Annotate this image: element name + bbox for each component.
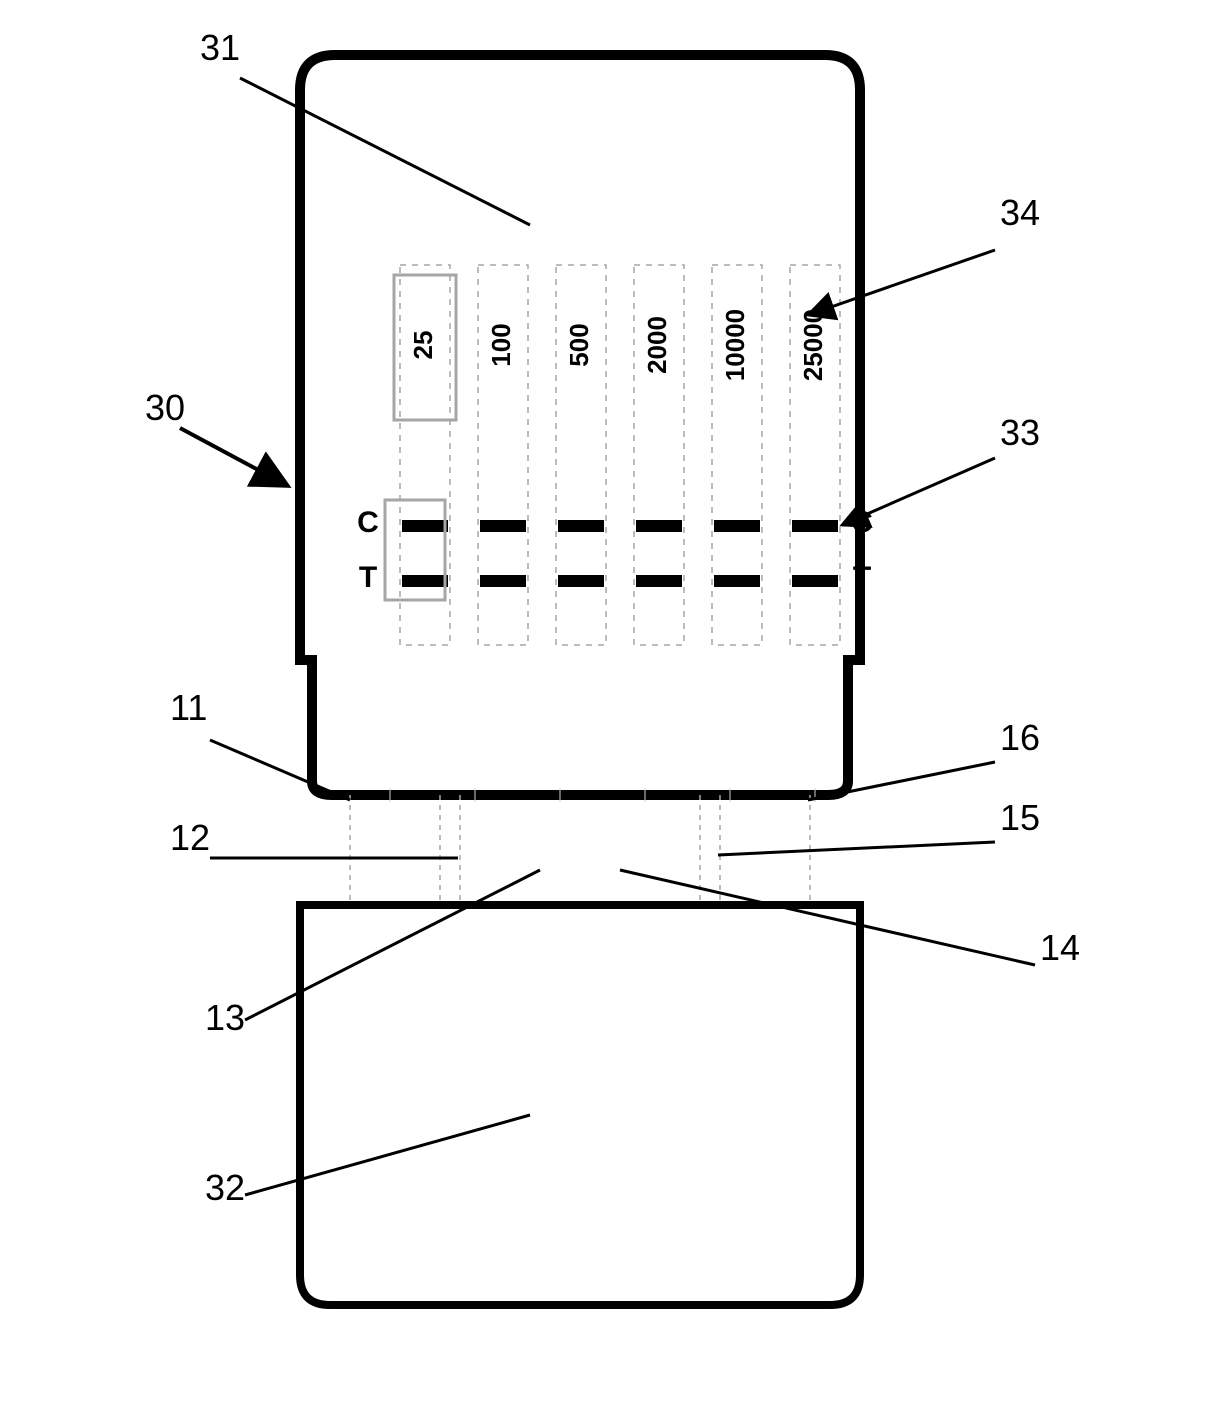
callout-number: 33 xyxy=(1000,412,1040,453)
bottom-cup xyxy=(300,905,860,1305)
callout-number: 31 xyxy=(200,27,240,68)
c-band xyxy=(480,520,526,532)
callout-number: 12 xyxy=(170,817,210,858)
strip-value-label: 25 xyxy=(408,331,438,360)
callout-number: 13 xyxy=(205,997,245,1038)
callout-number: 14 xyxy=(1040,927,1080,968)
strip-value-label: 100 xyxy=(486,323,516,366)
strip-value-label: 500 xyxy=(564,323,594,366)
callout-leader xyxy=(240,78,530,225)
callout-leader xyxy=(245,1115,530,1195)
callout-number: 11 xyxy=(170,687,207,728)
t-label-right: T xyxy=(853,561,871,594)
callout-leader xyxy=(180,428,288,486)
t-label-left: T xyxy=(359,561,377,594)
test-strip-window xyxy=(556,265,606,645)
c-band xyxy=(558,520,604,532)
strip-value-label: 25000 xyxy=(798,309,828,381)
callout-leader xyxy=(808,250,995,315)
callout-leader xyxy=(210,740,350,800)
t-band xyxy=(792,575,838,587)
callout-leader xyxy=(245,870,540,1020)
callout-number: 32 xyxy=(205,1167,245,1208)
t-band xyxy=(558,575,604,587)
top-housing xyxy=(300,55,860,795)
callout-leader xyxy=(808,762,995,800)
callout-number: 34 xyxy=(1000,192,1040,233)
callout-number: 16 xyxy=(1000,717,1040,758)
c-band xyxy=(792,520,838,532)
t-band xyxy=(714,575,760,587)
callout-number: 15 xyxy=(1000,797,1040,838)
strip-value-label: 2000 xyxy=(642,316,672,374)
c-band xyxy=(714,520,760,532)
t-band xyxy=(636,575,682,587)
c-label-right: C xyxy=(851,506,873,539)
c-band xyxy=(636,520,682,532)
strip-value-label: 10000 xyxy=(720,309,750,381)
callout-leader xyxy=(718,842,995,855)
callout-leader xyxy=(620,870,1035,965)
callout-number: 30 xyxy=(145,387,185,428)
c-band xyxy=(402,520,448,532)
t-band xyxy=(480,575,526,587)
t-band xyxy=(402,575,448,587)
test-strip-window xyxy=(478,265,528,645)
c-label-left: C xyxy=(357,506,379,539)
test-strip-window xyxy=(400,265,450,645)
